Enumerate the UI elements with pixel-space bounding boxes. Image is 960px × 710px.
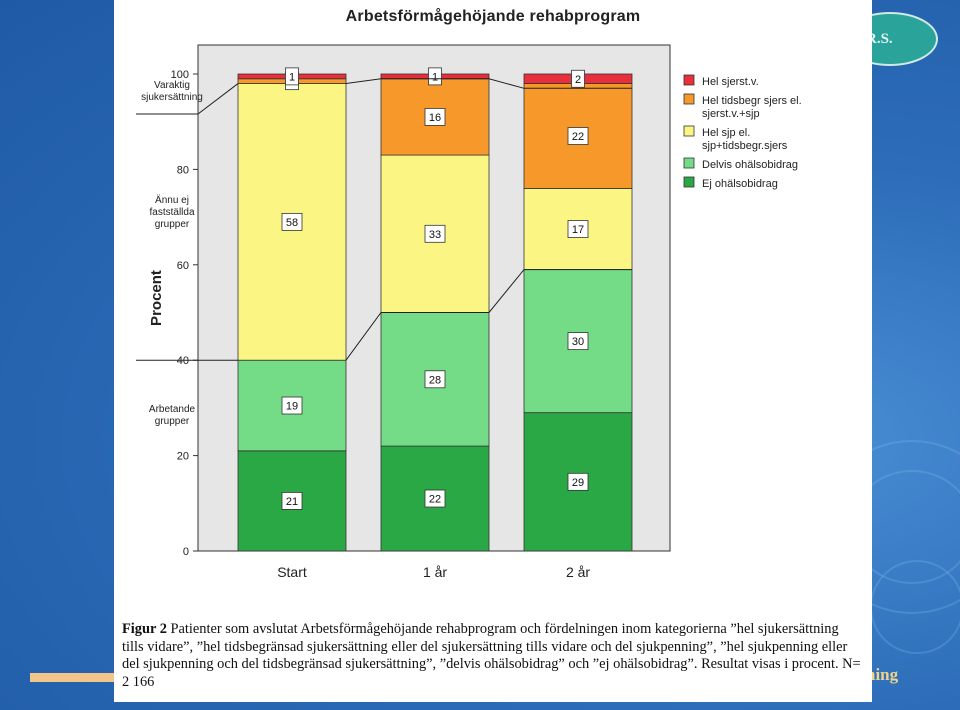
data-label-box xyxy=(281,212,303,231)
y-axis-label: Procent xyxy=(148,270,165,326)
y-tick-label: 40 xyxy=(177,355,189,367)
ripple-decoration xyxy=(870,560,960,654)
legend-label: Ej ohälsobidrag xyxy=(702,178,778,190)
x-tick-label: 1 år xyxy=(423,564,447,580)
legend-swatch xyxy=(683,125,695,137)
data-label-box xyxy=(567,127,589,145)
group-annotation: Varaktig xyxy=(154,80,190,91)
group-annotation: Arbetande xyxy=(149,404,196,415)
data-label-box xyxy=(567,472,589,491)
data-label: 17 xyxy=(572,224,584,236)
data-label-box xyxy=(281,492,303,510)
chart-title: Arbetsförmågehöjande rehabprogram xyxy=(345,8,641,25)
figure-panel: Arbetsförmågehöjande rehabprogram 0 20 40 6… xyxy=(114,0,872,702)
connector-line xyxy=(345,78,632,89)
bar-segment xyxy=(237,450,347,552)
legend-label: Hel tidsbegr sjers el. xyxy=(702,95,802,107)
data-label-box xyxy=(567,220,589,238)
data-label-box xyxy=(424,108,446,126)
y-tick-label: 20 xyxy=(177,451,189,463)
legend-label: sjp+tidsbegr.sjers xyxy=(702,140,788,152)
group-annotation: fastställda xyxy=(149,207,194,218)
group-annotation: sjukersättning xyxy=(141,92,203,103)
caption-label: Figur 2 xyxy=(122,621,167,637)
caption-text: Patienter som avslutat Arbetsförmågehöja… xyxy=(122,621,861,690)
data-label: 22 xyxy=(429,494,441,506)
legend-swatch xyxy=(683,93,695,105)
group-divider xyxy=(136,83,239,115)
data-label: 16 xyxy=(429,112,441,124)
stacked-bar-chart: 0 20 40 60 80 100 Procent 21 19 58 1 1 Start 22 28 33 16… xyxy=(136,44,802,580)
data-label-box xyxy=(424,370,446,389)
legend-label: sjerst.v.+sjp xyxy=(702,108,760,120)
data-label-box xyxy=(424,489,446,508)
data-label: 28 xyxy=(429,374,441,386)
group-annotation: grupper xyxy=(155,219,190,230)
legend-swatch xyxy=(683,157,695,169)
x-tick-label: 2 år xyxy=(566,564,590,580)
data-label: 33 xyxy=(429,229,441,241)
data-label: 58 xyxy=(286,217,298,229)
x-tick-label: Start xyxy=(277,564,307,580)
legend-label: Delvis ohälsobidrag xyxy=(702,159,798,171)
legend-swatch xyxy=(683,74,695,86)
legend-label: Hel sjp el. xyxy=(702,127,750,139)
footer-text-fragment: ning xyxy=(866,665,899,684)
data-label: 21 xyxy=(286,496,298,508)
data-label-box xyxy=(567,332,589,351)
footer-stripe xyxy=(30,673,120,682)
data-label: 1 xyxy=(289,71,295,83)
data-label: 2 xyxy=(575,74,581,86)
data-label: 30 xyxy=(572,336,584,348)
group-annotation: grupper xyxy=(155,416,190,427)
legend-swatch xyxy=(683,176,695,188)
data-label: 29 xyxy=(572,477,584,489)
data-label-box xyxy=(281,396,303,415)
data-label-box xyxy=(571,69,585,88)
data-label: 22 xyxy=(572,131,584,143)
data-label: 1 xyxy=(432,71,438,83)
legend-label: Hel sjerst.v. xyxy=(702,76,759,88)
data-label-box xyxy=(285,67,299,86)
group-annotation: Ännu ej xyxy=(155,194,189,206)
y-tick-label: 60 xyxy=(177,260,189,272)
figure-caption: Figur 2 Patienter som avslutat Arbetsför… xyxy=(122,621,862,691)
y-tick-label: 100 xyxy=(171,69,189,81)
connector-line xyxy=(345,269,632,361)
y-tick-label: 0 xyxy=(183,546,189,558)
data-label-box xyxy=(428,67,442,86)
badge-text: R.S. xyxy=(866,31,893,47)
y-tick-label: 80 xyxy=(177,164,189,176)
data-label-box xyxy=(424,224,446,243)
data-label: 19 xyxy=(286,401,298,413)
